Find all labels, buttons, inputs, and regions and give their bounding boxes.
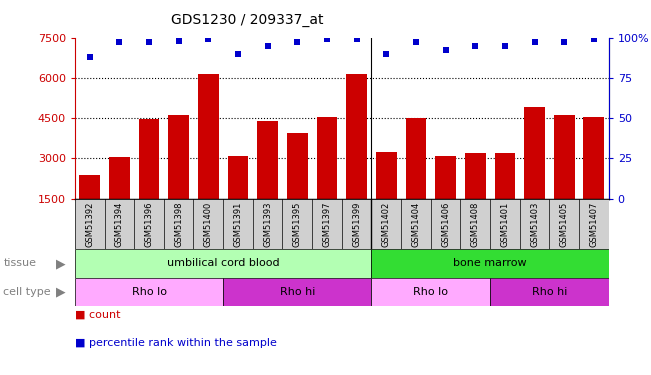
Point bbox=[411, 39, 421, 45]
Bar bbox=[79, 175, 100, 199]
Text: GSM51399: GSM51399 bbox=[352, 201, 361, 247]
Point bbox=[85, 54, 95, 60]
Text: GSM51408: GSM51408 bbox=[471, 201, 480, 247]
Bar bbox=[198, 74, 219, 199]
Text: bone marrow: bone marrow bbox=[453, 258, 527, 268]
Bar bbox=[346, 74, 367, 199]
Point bbox=[144, 39, 154, 45]
Point bbox=[470, 43, 480, 49]
Text: GSM51396: GSM51396 bbox=[145, 201, 154, 247]
Bar bbox=[287, 133, 308, 199]
Point bbox=[322, 36, 332, 42]
Text: ■ count: ■ count bbox=[75, 309, 120, 320]
Text: GSM51392: GSM51392 bbox=[85, 201, 94, 247]
Point bbox=[262, 43, 273, 49]
Bar bbox=[406, 118, 426, 199]
Text: GSM51403: GSM51403 bbox=[530, 201, 539, 247]
Text: GDS1230 / 209337_at: GDS1230 / 209337_at bbox=[171, 13, 324, 27]
Bar bbox=[75, 249, 372, 278]
Text: cell type: cell type bbox=[3, 286, 51, 297]
Point bbox=[559, 39, 570, 45]
Text: Rho hi: Rho hi bbox=[532, 286, 567, 297]
Text: GSM51406: GSM51406 bbox=[441, 201, 450, 247]
Text: GSM51393: GSM51393 bbox=[263, 201, 272, 247]
Text: Rho lo: Rho lo bbox=[132, 286, 167, 297]
Text: GSM51400: GSM51400 bbox=[204, 201, 213, 247]
Text: ▶: ▶ bbox=[55, 285, 65, 298]
Bar bbox=[109, 157, 130, 199]
Bar bbox=[583, 117, 604, 199]
Text: tissue: tissue bbox=[3, 258, 36, 268]
Bar bbox=[316, 117, 337, 199]
Bar bbox=[465, 153, 486, 199]
Text: GSM51395: GSM51395 bbox=[293, 201, 302, 247]
Bar bbox=[372, 278, 490, 306]
Point bbox=[500, 43, 510, 49]
Point bbox=[203, 36, 214, 42]
Bar bbox=[495, 153, 515, 199]
Text: GSM51397: GSM51397 bbox=[322, 201, 331, 247]
Bar bbox=[436, 156, 456, 199]
Point bbox=[233, 51, 243, 57]
Text: ▶: ▶ bbox=[55, 257, 65, 270]
Point bbox=[114, 39, 124, 45]
Text: GSM51405: GSM51405 bbox=[560, 201, 569, 247]
Text: GSM51391: GSM51391 bbox=[234, 201, 242, 247]
Text: GSM51398: GSM51398 bbox=[174, 201, 183, 247]
Bar bbox=[376, 152, 396, 199]
Text: GSM51404: GSM51404 bbox=[411, 201, 421, 247]
Text: Rho hi: Rho hi bbox=[279, 286, 315, 297]
Bar bbox=[554, 116, 575, 199]
Text: GSM51402: GSM51402 bbox=[381, 201, 391, 247]
Point bbox=[529, 39, 540, 45]
Bar bbox=[524, 107, 545, 199]
Bar bbox=[228, 156, 249, 199]
Bar bbox=[490, 278, 609, 306]
Bar bbox=[257, 121, 278, 199]
Text: Rho lo: Rho lo bbox=[413, 286, 449, 297]
Point bbox=[352, 36, 362, 42]
Text: umbilical cord blood: umbilical cord blood bbox=[167, 258, 279, 268]
Bar bbox=[75, 278, 223, 306]
Bar bbox=[139, 120, 159, 199]
Point bbox=[173, 38, 184, 44]
Bar bbox=[168, 116, 189, 199]
Bar bbox=[372, 249, 609, 278]
Text: GSM51407: GSM51407 bbox=[589, 201, 598, 247]
Point bbox=[440, 47, 450, 53]
Point bbox=[381, 51, 391, 57]
Point bbox=[292, 39, 303, 45]
Text: ■ percentile rank within the sample: ■ percentile rank within the sample bbox=[75, 338, 277, 348]
Text: GSM51394: GSM51394 bbox=[115, 201, 124, 247]
Point bbox=[589, 36, 599, 42]
Bar bbox=[223, 278, 372, 306]
Text: GSM51401: GSM51401 bbox=[501, 201, 509, 247]
